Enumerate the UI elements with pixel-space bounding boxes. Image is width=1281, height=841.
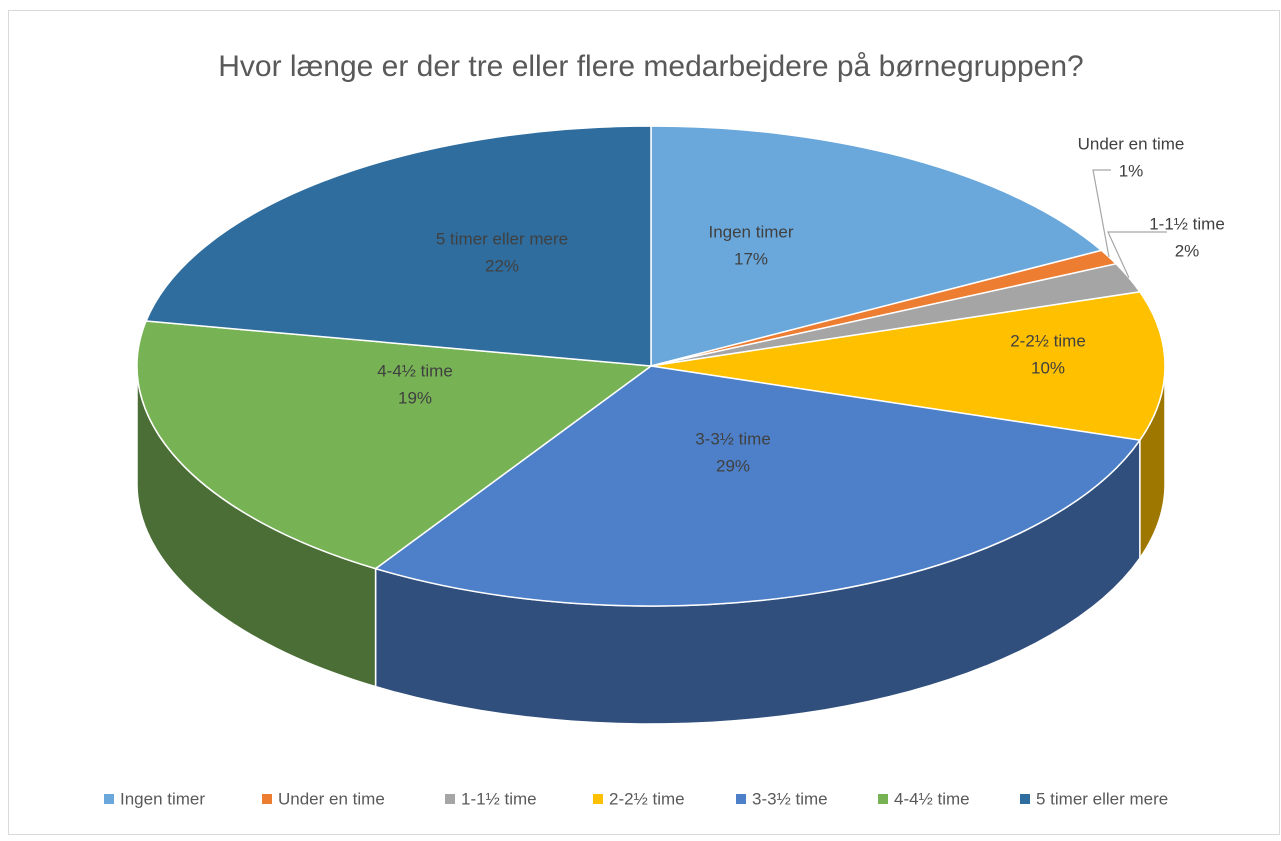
data-label-value: 2% bbox=[1175, 241, 1200, 260]
data-label-name: 4-4½ time bbox=[377, 361, 453, 380]
leader-line bbox=[1092, 169, 1111, 258]
data-label-name: Ingen timer bbox=[708, 222, 793, 241]
data-label-name: 1-1½ time bbox=[1149, 214, 1225, 233]
legend-swatch bbox=[1020, 794, 1030, 804]
pie-slice bbox=[145, 125, 652, 367]
legend-swatch bbox=[104, 794, 114, 804]
legend-swatch bbox=[736, 794, 746, 804]
legend-label: 5 timer eller mere bbox=[1036, 789, 1168, 808]
legend-label: 3-3½ time bbox=[752, 789, 828, 808]
data-label-name: 3-3½ time bbox=[695, 429, 771, 448]
legend-label: 2-2½ time bbox=[609, 789, 685, 808]
legend-label: 4-4½ time bbox=[894, 789, 970, 808]
pie-slice bbox=[136, 320, 654, 570]
legend-swatch bbox=[262, 794, 272, 804]
pie-slice bbox=[650, 125, 1104, 367]
data-label-value: 10% bbox=[1031, 358, 1065, 377]
pie-slice bbox=[373, 365, 1142, 607]
chart-title: Hvor længe er der tre eller flere medarb… bbox=[218, 50, 1083, 83]
data-label-name: 5 timer eller mere bbox=[436, 229, 568, 248]
leader-line bbox=[1107, 231, 1167, 278]
data-label-value: 17% bbox=[734, 249, 768, 268]
data-label-value: 29% bbox=[716, 456, 750, 475]
pie-slice bbox=[650, 291, 1166, 441]
legend-swatch bbox=[445, 794, 455, 804]
data-label-name: 2-2½ time bbox=[1010, 331, 1086, 350]
legend-swatch bbox=[878, 794, 888, 804]
legend-label: 1-1½ time bbox=[461, 789, 537, 808]
data-label-value: 1% bbox=[1119, 161, 1144, 180]
data-label-value: 19% bbox=[398, 388, 432, 407]
legend-swatch bbox=[593, 794, 603, 804]
legend-label: Ingen timer bbox=[120, 789, 205, 808]
data-label-value: 22% bbox=[485, 256, 519, 275]
data-label-name: Under en time bbox=[1078, 134, 1185, 153]
legend-label: Under en time bbox=[278, 789, 385, 808]
